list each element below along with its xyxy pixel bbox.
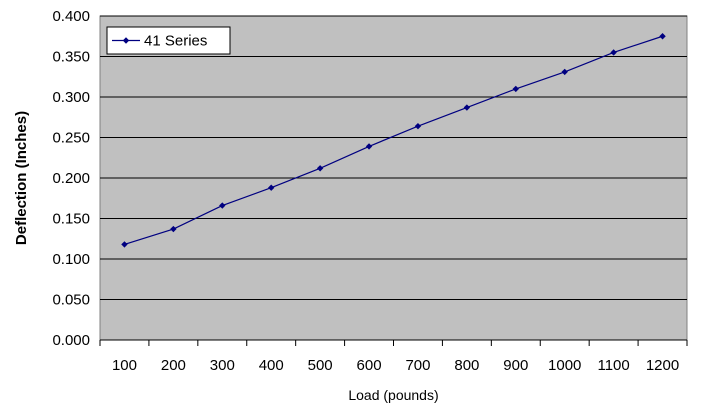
y-tick-label: 0.200	[52, 170, 90, 187]
legend-entry: 41 Series	[144, 33, 207, 50]
data-point	[463, 104, 471, 111]
data-point	[121, 241, 128, 248]
data-point	[268, 184, 275, 191]
x-axis-tick-labels: 100 200 300 400 500 600 700 800 900 1000 1100 1200	[112, 357, 679, 374]
data-point	[170, 225, 177, 233]
y-tick-label: 0.150	[52, 211, 90, 228]
x-tick-label: 300	[210, 357, 235, 374]
y-tick-label: 0.350	[52, 49, 90, 66]
x-tick-label: 1000	[548, 357, 581, 374]
data-point	[365, 143, 373, 150]
data-point	[561, 68, 568, 76]
x-tick-label: 900	[503, 357, 528, 374]
data-point	[316, 165, 324, 172]
x-tick-label: 1200	[646, 357, 679, 374]
y-tick-label: 0.400	[52, 8, 90, 25]
data-point	[512, 85, 519, 93]
series-layer	[121, 33, 666, 248]
x-tick-label: 700	[405, 357, 430, 374]
x-axis-title: Load (pounds)	[348, 387, 438, 403]
data-point	[659, 33, 666, 40]
y-axis-tick-labels: 0.000 0.050 0.100 0.150 0.200 0.250 0.300 0.350…	[52, 8, 90, 349]
y-tick-label: 0.300	[52, 89, 90, 106]
legend-marker-diamond	[122, 37, 130, 44]
data-point	[219, 202, 226, 209]
y-tick-label: 0.050	[52, 292, 90, 309]
x-tick-label: 400	[259, 357, 284, 374]
y-tick-label: 0.100	[52, 251, 90, 268]
x-axis-tick-marks	[99, 340, 688, 346]
series-line	[124, 35, 663, 245]
y-axis-title: Deflection (Inches)	[13, 111, 30, 245]
x-tick-label: 800	[454, 357, 479, 374]
x-tick-label: 1100	[597, 357, 629, 374]
x-tick-label: 200	[161, 357, 186, 374]
legend: 41 Series	[106, 26, 231, 55]
data-point	[610, 49, 617, 56]
y-tick-label: 0.000	[52, 332, 90, 349]
x-tick-label: 100	[112, 357, 137, 374]
x-tick-label: 500	[308, 357, 333, 374]
data-point	[414, 122, 422, 130]
legend-box	[106, 26, 231, 55]
x-tick-label: 600	[357, 357, 382, 374]
y-tick-label: 0.250	[52, 130, 90, 147]
